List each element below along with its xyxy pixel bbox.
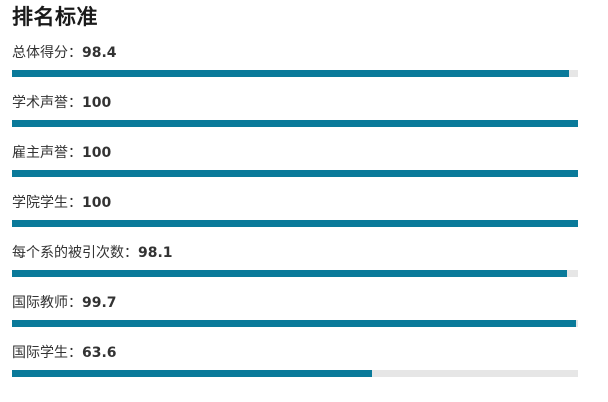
progress-fill	[12, 70, 569, 77]
progress-track	[12, 170, 578, 177]
metric-citations-per-faculty: 每个系的被引次数：98.1	[12, 244, 578, 284]
progress-fill	[12, 220, 578, 227]
metric-label-row: 总体得分：98.4	[12, 44, 117, 62]
metric-value: 98.4	[82, 45, 117, 61]
metric-label-row: 学院学生：100	[12, 194, 111, 212]
metric-label-row: 雇主声誉：100	[12, 144, 111, 162]
metric-value: 63.6	[82, 345, 117, 361]
ranking-criteria-section: 排名标准 总体得分：98.4 学术声誉：100 雇主声誉：100 学院学生：10…	[12, 0, 578, 377]
metric-label-row: 每个系的被引次数：98.1	[12, 244, 173, 262]
section-title: 排名标准	[12, 5, 98, 29]
metric-value: 100	[82, 145, 112, 161]
metric-value: 99.7	[82, 295, 117, 311]
metric-label-row: 学术声誉：100	[12, 94, 111, 112]
metric-separator: ：	[68, 295, 82, 311]
progress-fill	[12, 370, 372, 377]
metric-separator: ：	[68, 45, 82, 61]
progress-fill	[12, 320, 577, 327]
metric-academic-reputation: 学术声誉：100	[12, 94, 578, 134]
metric-value: 100	[82, 95, 112, 111]
metric-separator: ：	[124, 245, 138, 261]
progress-fill	[12, 170, 578, 177]
metric-name: 每个系的被引次数	[12, 245, 124, 261]
progress-track	[12, 370, 578, 377]
progress-track	[12, 270, 578, 277]
progress-fill	[12, 120, 578, 127]
metric-name: 学院学生	[12, 195, 68, 211]
progress-track	[12, 220, 578, 227]
metric-name: 总体得分	[12, 45, 68, 61]
metric-international-faculty: 国际教师：99.7	[12, 294, 578, 334]
progress-track	[12, 320, 578, 327]
progress-track	[12, 70, 578, 77]
metric-overall-score: 总体得分：98.4	[12, 44, 578, 84]
metric-international-students: 国际学生：63.6	[12, 344, 578, 384]
metric-name: 国际教师	[12, 295, 68, 311]
metric-employer-reputation: 雇主声誉：100	[12, 144, 578, 184]
metric-separator: ：	[68, 145, 82, 161]
metric-separator: ：	[68, 195, 82, 211]
metric-name: 学术声誉	[12, 95, 68, 111]
metric-value: 98.1	[138, 245, 173, 261]
metric-label-row: 国际教师：99.7	[12, 294, 117, 312]
metric-value: 100	[82, 195, 112, 211]
metric-faculty-student: 学院学生：100	[12, 194, 578, 234]
progress-fill	[12, 270, 568, 277]
metric-separator: ：	[68, 345, 82, 361]
metric-name: 雇主声誉	[12, 145, 68, 161]
metric-separator: ：	[68, 95, 82, 111]
metric-label-row: 国际学生：63.6	[12, 344, 117, 362]
progress-track	[12, 120, 578, 127]
metric-name: 国际学生	[12, 345, 68, 361]
